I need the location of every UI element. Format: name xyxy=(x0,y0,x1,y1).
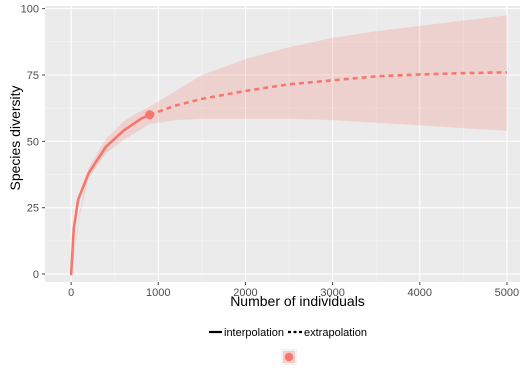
y-tick-label: 25 xyxy=(27,203,39,215)
x-tick-label: 3000 xyxy=(320,287,344,299)
y-tick-label: 50 xyxy=(27,136,39,148)
legend-label-interpolation: interpolation xyxy=(224,327,284,339)
x-tick-label: 5000 xyxy=(495,287,519,299)
x-tick-label: 4000 xyxy=(408,287,432,299)
y-tick-label: 75 xyxy=(27,70,39,82)
x-tick-label: 0 xyxy=(68,287,74,299)
confidence-band xyxy=(71,15,507,277)
extrapolation-line xyxy=(149,71,507,117)
x-axis-title: Number of individuals xyxy=(230,293,365,309)
legend-label-extrapolation: extrapolation xyxy=(304,327,367,339)
y-axis-title: Species diversity xyxy=(7,85,23,190)
legend-marker-point xyxy=(284,352,294,362)
plot-panel xyxy=(45,6,520,282)
interpolation-line xyxy=(69,113,151,276)
y-tick-label: 0 xyxy=(33,269,39,281)
x-tick-label: 1000 xyxy=(146,287,170,299)
y-tick-label: 100 xyxy=(21,4,39,16)
x-tick-label: 2000 xyxy=(233,287,257,299)
observed-point xyxy=(144,110,155,120)
